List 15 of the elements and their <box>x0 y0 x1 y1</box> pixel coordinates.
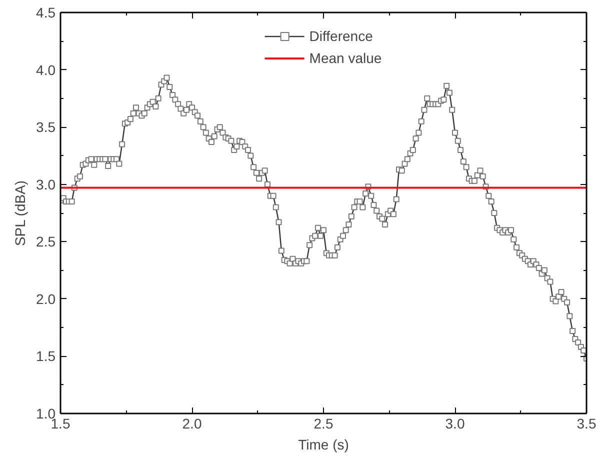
y-tick-label: 3.0 <box>36 176 56 192</box>
x-axis-title: Time (s) <box>298 436 349 452</box>
y-tick-label: 2.5 <box>36 234 56 250</box>
x-tick-label: 3.5 <box>576 416 596 432</box>
x-tick-label: 2.0 <box>182 416 202 432</box>
legend-label: Difference <box>309 28 373 44</box>
y-axis-title: SPL (dBA) <box>12 180 28 246</box>
y-tick-label: 4.0 <box>36 62 56 78</box>
x-tick-label: 3.0 <box>445 416 465 432</box>
y-tick-label: 2.0 <box>36 290 56 307</box>
y-tick-label: 4.5 <box>36 4 56 20</box>
x-tick-label: 2.5 <box>314 416 334 432</box>
y-tick-label: 1.5 <box>36 348 56 364</box>
legend-label: Mean value <box>309 50 382 66</box>
y-tick-label: 3.5 <box>36 119 56 136</box>
